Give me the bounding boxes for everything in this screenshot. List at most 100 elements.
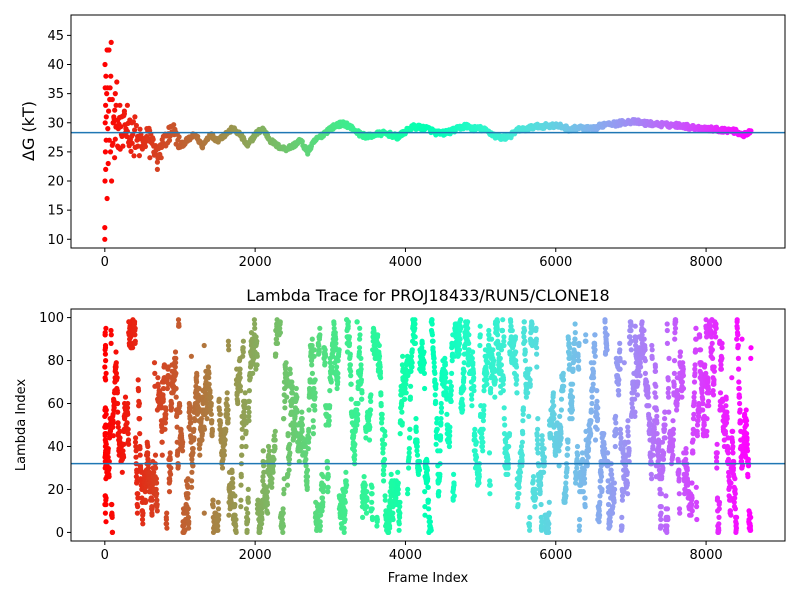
lambda-point [427, 519, 433, 525]
lambda-point [125, 437, 132, 443]
lambda-point [397, 504, 403, 510]
lambda-point [260, 478, 266, 484]
lambda-point [269, 476, 275, 482]
lambda-point [654, 420, 660, 426]
lambda-point [425, 497, 432, 503]
lambda-point [594, 411, 600, 417]
lambda-point [109, 529, 116, 536]
lambda-point [287, 370, 293, 376]
lambda-point [154, 501, 160, 508]
lambda-point [598, 474, 605, 480]
lambda-point [664, 523, 670, 529]
lambda-point [564, 452, 571, 458]
lambda-point [473, 439, 479, 445]
lambda-point [533, 325, 539, 331]
lambda-point [509, 327, 515, 334]
lambda-point [167, 450, 173, 456]
lambda-point [458, 317, 464, 323]
lambda-point [159, 452, 165, 458]
lambda-point [619, 497, 626, 503]
lambda-point [649, 355, 655, 361]
lambda-point [367, 411, 373, 417]
lambda-point [381, 478, 387, 484]
lambda-points [102, 317, 754, 536]
lambda-point [143, 499, 149, 505]
lambda-point [558, 435, 564, 441]
lambda-point [438, 405, 445, 411]
lambda-point [663, 493, 669, 499]
lambda-point [311, 347, 317, 353]
lambda-point [285, 471, 291, 477]
lambda-point [355, 418, 361, 424]
lambda-point [480, 418, 486, 424]
lambda-point [304, 474, 311, 480]
lambda-point [538, 482, 544, 488]
lambda-point [645, 390, 651, 396]
lambda-point [406, 454, 412, 460]
lambda-point [265, 443, 272, 450]
lambda-point [498, 347, 505, 353]
lambda-point [303, 456, 309, 462]
lambda-point [135, 504, 141, 510]
lambda-point [429, 321, 435, 327]
lambda-point [541, 454, 548, 460]
lambda-point [560, 388, 566, 394]
dg-point [105, 160, 111, 167]
lambda-point [480, 439, 486, 445]
lambda-point [582, 504, 588, 510]
lambda-point [201, 426, 208, 432]
dg-point [102, 61, 108, 68]
lambda-point [287, 441, 293, 447]
lambda-point [481, 411, 487, 417]
lambda-point [140, 521, 146, 527]
lambda-point [195, 392, 201, 398]
lambda-point [312, 407, 318, 413]
lambda-point [299, 422, 305, 428]
lambda-point [252, 325, 258, 331]
lambda-point [645, 394, 651, 400]
lambda-point [670, 426, 677, 432]
lambda-point [177, 403, 183, 409]
lambda-point [175, 317, 182, 323]
lambda-point [436, 489, 442, 495]
lambda-point [294, 394, 300, 400]
dg-point [147, 155, 153, 161]
lambda-point [494, 319, 501, 325]
lambda-point [658, 523, 664, 529]
lambda-point [366, 418, 372, 424]
x-tick-label: 4000 [389, 255, 422, 270]
lambda-point [676, 506, 683, 512]
lambda-point [513, 373, 520, 379]
lambda-point [239, 443, 245, 450]
lambda-point [125, 426, 131, 432]
lambda-point [414, 439, 420, 445]
lambda-point [324, 458, 330, 465]
lambda-point [304, 467, 311, 473]
lambda-point [189, 478, 195, 484]
lambda-point [395, 491, 401, 497]
lambda-point [151, 360, 158, 366]
lambda-point [571, 353, 577, 359]
lambda-point [209, 428, 215, 434]
lambda-point [501, 431, 508, 437]
lambda-point [522, 338, 528, 344]
lambda-point [585, 454, 591, 460]
lambda-point [527, 381, 533, 387]
lambda-point [562, 499, 568, 505]
lambda-point [581, 476, 588, 482]
lambda-point [237, 375, 243, 381]
lambda-point [354, 407, 360, 413]
dg-point [107, 149, 114, 155]
lambda-point [594, 426, 600, 432]
lambda-point [596, 508, 602, 514]
lambda-point [527, 377, 533, 383]
lambda-point [240, 353, 246, 359]
lambda-point [500, 377, 507, 383]
lambda-point [662, 409, 668, 415]
lambda-point [642, 370, 649, 376]
lambda-point [443, 390, 449, 396]
lambda-point [490, 347, 496, 353]
lambda-point [316, 349, 322, 355]
lambda-point [564, 465, 570, 471]
lambda-point [273, 336, 280, 342]
